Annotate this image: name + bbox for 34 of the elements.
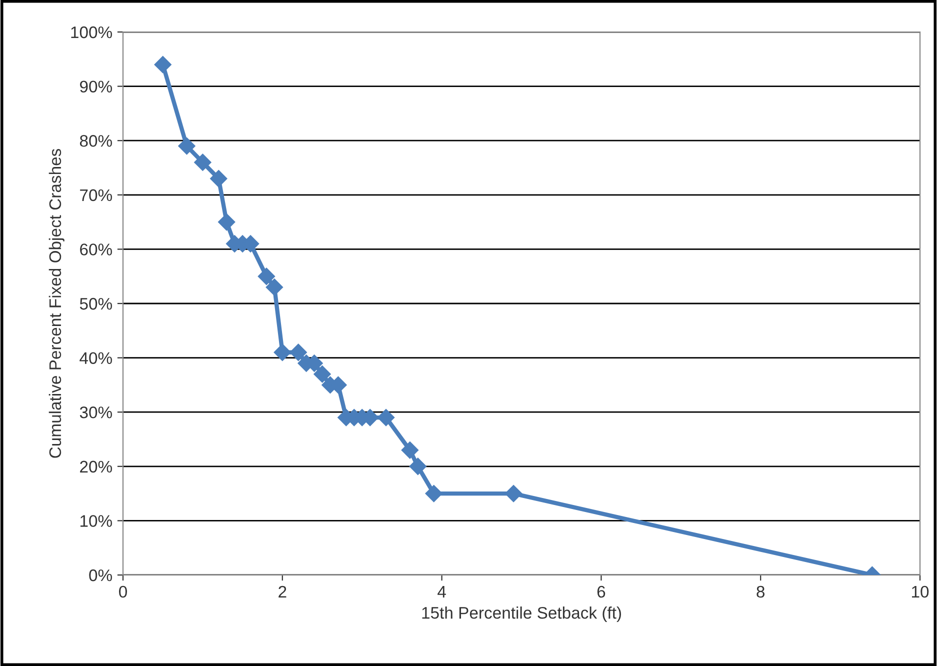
x-tick-label: 6 bbox=[597, 586, 606, 598]
point bbox=[218, 214, 236, 231]
y-tick-label: 60% bbox=[80, 244, 112, 256]
point bbox=[266, 278, 283, 296]
point bbox=[504, 485, 522, 502]
point bbox=[258, 268, 276, 285]
x-axis-title: 15th Percentile Setback (ft) bbox=[422, 606, 621, 622]
x-tick-label: 4 bbox=[438, 586, 446, 598]
point bbox=[377, 408, 395, 426]
point bbox=[194, 154, 212, 171]
y-tick-label: 70% bbox=[80, 189, 112, 202]
point bbox=[409, 458, 426, 475]
x-tick-label: 8 bbox=[756, 586, 765, 598]
y-axis-title: Cumulative Percent Fixed Object Crashes bbox=[48, 148, 64, 458]
y-tick-label: 90% bbox=[80, 80, 112, 93]
y-tick-label: 40% bbox=[80, 352, 112, 364]
point bbox=[425, 485, 442, 502]
y-tick-label: 0% bbox=[89, 569, 112, 582]
y-tick-label: 10% bbox=[80, 515, 112, 527]
point bbox=[154, 56, 172, 74]
point bbox=[290, 344, 307, 361]
x-tick-label: 2 bbox=[278, 586, 286, 598]
y-tick-label: 100% bbox=[71, 26, 112, 38]
x-tick-label: 10 bbox=[912, 586, 929, 598]
y-tick-label: 50% bbox=[80, 298, 112, 310]
point bbox=[210, 170, 228, 188]
point bbox=[274, 344, 291, 361]
x-tick-label: 0 bbox=[119, 586, 127, 598]
y-tick-label: 30% bbox=[80, 406, 112, 418]
y-tick-label: 80% bbox=[80, 135, 112, 147]
point bbox=[314, 366, 331, 383]
point bbox=[401, 442, 418, 459]
y-tick-label: 20% bbox=[80, 460, 112, 473]
point bbox=[178, 137, 196, 155]
